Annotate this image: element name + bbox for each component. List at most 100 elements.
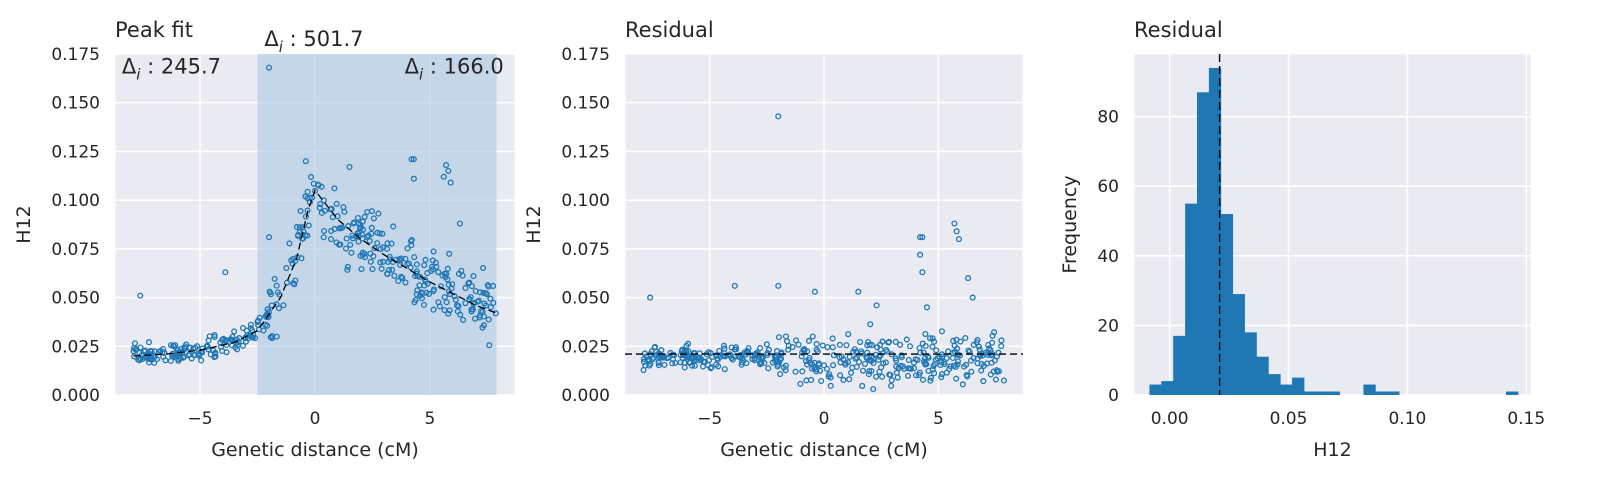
data-point (367, 250, 374, 257)
residual-histogram-panel: 0.00 0.05 0.10 0.15 0 20 40 60 80 Residual H12 F… (1059, 18, 1545, 461)
residual-point (987, 371, 994, 378)
data-point (408, 242, 415, 249)
y-tick-label: 80 (1097, 108, 1119, 128)
residual-point (773, 348, 781, 355)
residual-point (950, 337, 957, 344)
residual-outlier (873, 302, 880, 309)
residual-point (655, 359, 662, 366)
residual-point (893, 357, 900, 364)
residual-point (780, 364, 787, 371)
histogram-bars (1149, 67, 1519, 395)
residual-point (872, 351, 879, 358)
residual-point (868, 357, 875, 364)
data-point (460, 316, 467, 323)
residual-point (769, 359, 776, 366)
residual-point (761, 359, 768, 366)
residual-point (865, 371, 872, 378)
residual-outlier (951, 220, 958, 227)
data-point (349, 232, 356, 239)
data-point (389, 266, 396, 273)
residual-point (660, 354, 667, 361)
data-point (422, 256, 429, 263)
residual-outlier (969, 294, 976, 301)
data-point (347, 241, 354, 248)
data-point (267, 334, 274, 341)
data-point (480, 289, 487, 296)
residual-point (837, 359, 844, 366)
residual-point (922, 361, 929, 368)
data-point (391, 272, 398, 279)
residual-point (716, 347, 723, 354)
data-point (402, 255, 409, 262)
data-point (424, 280, 431, 287)
residual-point (696, 350, 703, 357)
residual-point (797, 380, 804, 387)
residual-point (886, 371, 893, 378)
data-point (384, 271, 391, 278)
peak-fit-title: Peak fit (115, 18, 193, 42)
residual-point (838, 353, 845, 360)
data-point (286, 240, 293, 247)
data-point (153, 356, 160, 363)
residual-point (803, 377, 810, 384)
residual-point (640, 358, 648, 365)
y-tick-label: 20 (1097, 316, 1119, 336)
data-point (366, 237, 373, 244)
residual-point (777, 370, 784, 378)
residual-point (669, 351, 676, 358)
data-point (407, 264, 414, 271)
data-point (228, 336, 235, 343)
residual-point (857, 339, 864, 346)
data-point (185, 352, 192, 359)
residual-point (813, 346, 820, 353)
data-point (449, 281, 456, 288)
data-point (302, 213, 309, 220)
residual-point (795, 341, 802, 348)
outlier-point (265, 64, 273, 71)
residual-point (957, 338, 964, 345)
residual-scatter-panel: −5 0 5 0.000 0.025 0.050 0.075 0.100 0.125 0.150 0… (523, 18, 1024, 461)
residual-point (904, 372, 911, 379)
data-point (217, 343, 225, 350)
y-tick-label: 0.100 (561, 191, 610, 211)
y-tick-label: 60 (1097, 177, 1119, 197)
residual-point (873, 373, 880, 380)
data-point (264, 306, 271, 313)
residual-point (993, 353, 1000, 360)
residual-point (1000, 377, 1007, 384)
residual-point (959, 381, 966, 388)
histogram-bar (1292, 377, 1305, 395)
data-point (304, 188, 311, 195)
residual-point (849, 364, 856, 371)
residual-point (650, 354, 657, 361)
data-point (367, 258, 374, 265)
residual-outlier (775, 282, 782, 289)
data-point (465, 280, 472, 287)
data-point (462, 300, 469, 307)
residual-point (933, 347, 940, 354)
data-point (421, 276, 429, 283)
data-point (428, 263, 435, 270)
data-point (377, 259, 384, 266)
data-point (321, 207, 328, 214)
residual-scatter-x-label: Genetic distance (cM) (720, 439, 928, 461)
data-point (327, 236, 335, 243)
residual-point (931, 338, 938, 345)
data-point (350, 220, 357, 227)
x-tick-label: 0 (819, 409, 830, 429)
data-point (430, 306, 437, 313)
data-point (384, 240, 391, 247)
residual-outlier (923, 304, 930, 311)
outlier-point (442, 162, 450, 169)
residual-point (927, 374, 934, 381)
data-point (146, 359, 153, 366)
residual-outlier (917, 234, 924, 241)
data-point (321, 227, 328, 235)
residual-point (816, 367, 824, 374)
data-point (430, 287, 437, 295)
residual-point (696, 357, 703, 364)
residual-point (846, 376, 853, 383)
data-point (231, 328, 238, 335)
residual-point (764, 349, 771, 357)
residual-point (927, 377, 934, 384)
